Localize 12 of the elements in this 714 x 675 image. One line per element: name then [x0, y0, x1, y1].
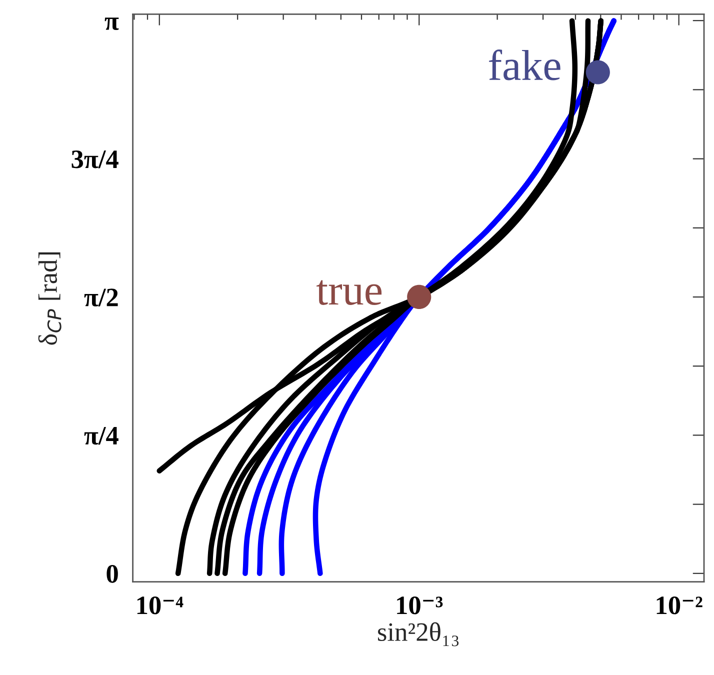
y-tick-label: π/4: [84, 426, 118, 445]
y-tick-label: π/2: [84, 288, 118, 306]
series-label: true: [316, 280, 382, 305]
x-tick-label: 10⁻²: [656, 596, 702, 614]
x-tick-label: 10⁻⁴: [137, 596, 184, 614]
x-tick-label: 10⁻³: [397, 596, 443, 614]
y-tick-label: π: [104, 18, 119, 30]
y-axis-title: δ$_{CP}$ [rad]: [38, 252, 62, 345]
series-label: fake: [489, 50, 560, 80]
x-axis-title: sin²2θ₁₃: [378, 622, 459, 646]
y-tick-label: 3π/4: [72, 150, 118, 168]
y-tick-label: 0: [106, 565, 118, 583]
